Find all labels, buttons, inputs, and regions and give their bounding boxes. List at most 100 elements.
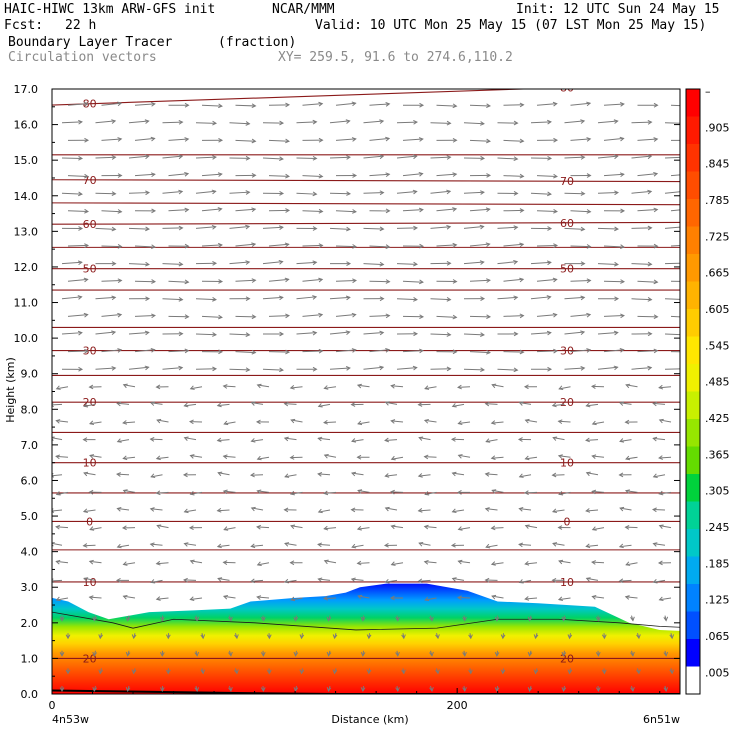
vector-arrow — [402, 138, 423, 141]
vector-head — [131, 669, 137, 675]
vector-head — [490, 455, 496, 461]
vector-head — [312, 155, 318, 161]
vector-head — [151, 208, 157, 214]
vector-head — [658, 384, 664, 390]
vector-head — [435, 669, 440, 675]
vector-arrow — [536, 350, 557, 353]
vector-head — [613, 154, 619, 160]
vector-arrow — [162, 155, 183, 159]
vector-arrow — [52, 437, 63, 441]
vector-head — [351, 137, 357, 142]
vector-head — [379, 330, 385, 336]
vector-head — [217, 471, 223, 477]
vector-arrow — [83, 509, 96, 513]
vector-head — [533, 634, 539, 640]
vector-head — [285, 208, 291, 213]
vector-head — [345, 330, 351, 335]
vector-head — [450, 437, 456, 442]
vector-head — [379, 119, 385, 124]
vector-head — [547, 226, 553, 231]
vector-head — [150, 473, 156, 478]
forecast-label: Fcst: — [4, 18, 44, 33]
vector-arrow — [251, 507, 264, 511]
vector-head — [586, 278, 592, 284]
vector-head — [312, 295, 318, 300]
vector-head — [590, 384, 596, 389]
vector-arrow — [570, 245, 591, 248]
vector-head — [332, 669, 338, 675]
vector-head — [218, 103, 223, 109]
vector-arrow — [235, 243, 256, 247]
vector-head — [457, 384, 462, 390]
vector-arrow — [358, 595, 370, 599]
vector-head — [346, 261, 352, 266]
vector-head — [417, 578, 423, 584]
vector-head — [552, 436, 558, 441]
vector-head — [260, 687, 266, 693]
vector-head — [413, 297, 418, 302]
vector-head — [77, 295, 83, 300]
vector-head — [83, 277, 89, 283]
vector-head — [524, 596, 530, 601]
vector-arrow — [134, 349, 155, 353]
vector-head — [178, 297, 184, 302]
vector-arrow — [425, 597, 437, 601]
vector-head — [658, 490, 664, 496]
vector-head — [457, 595, 462, 601]
vector-head — [462, 687, 467, 693]
vector-arrow — [497, 296, 518, 300]
vector-arrow — [424, 419, 437, 423]
vector-head — [485, 207, 491, 213]
vector-arrow — [363, 331, 384, 335]
vector-arrow — [653, 402, 666, 405]
vector-head — [55, 454, 61, 460]
vector-head — [279, 156, 284, 162]
vector-head — [351, 312, 357, 318]
vector-head — [78, 119, 83, 125]
vector-arrow — [157, 419, 169, 423]
vector-head — [658, 418, 664, 424]
vector-head — [317, 403, 323, 408]
vector-head — [450, 542, 456, 548]
vector-head — [419, 348, 424, 354]
vector-head — [452, 349, 458, 355]
vector-head — [151, 244, 156, 250]
vector-arrow — [168, 209, 189, 212]
vector-head — [390, 489, 395, 495]
vector-head — [614, 296, 620, 302]
colorbar-swatch — [686, 639, 700, 667]
vector-arrow — [519, 474, 532, 478]
vector-arrow — [369, 349, 390, 353]
vector-head — [222, 454, 228, 460]
vector-arrow — [262, 226, 283, 229]
vector-head — [457, 526, 463, 531]
vector-arrow — [631, 190, 652, 194]
vector-arrow — [101, 210, 122, 213]
vector-head — [619, 438, 625, 443]
vector-head — [266, 669, 272, 675]
vector-head — [122, 561, 128, 566]
vector-arrow — [217, 509, 230, 512]
vector-arrow — [95, 296, 116, 300]
x-tick-label: 0 — [49, 699, 56, 712]
vector-arrow — [357, 562, 370, 564]
vector-head — [379, 365, 385, 371]
vector-head — [468, 634, 473, 640]
vector-head — [412, 189, 418, 195]
vector-head — [385, 313, 391, 319]
vector-head — [630, 616, 635, 622]
vector-arrow — [56, 526, 69, 529]
vector-arrow — [284, 579, 297, 583]
vector-head — [485, 242, 491, 248]
vector-head — [423, 419, 429, 424]
vector-head — [289, 455, 295, 460]
vector-head — [217, 577, 223, 582]
vector-arrow — [56, 386, 69, 390]
vector-head — [184, 171, 190, 177]
vector-arrow — [586, 509, 599, 512]
vector-head — [384, 578, 390, 584]
vector-arrow — [123, 595, 136, 599]
y-tick-label: 14.0 — [14, 190, 39, 203]
vector-arrow — [61, 296, 82, 300]
vector-head — [663, 651, 669, 657]
